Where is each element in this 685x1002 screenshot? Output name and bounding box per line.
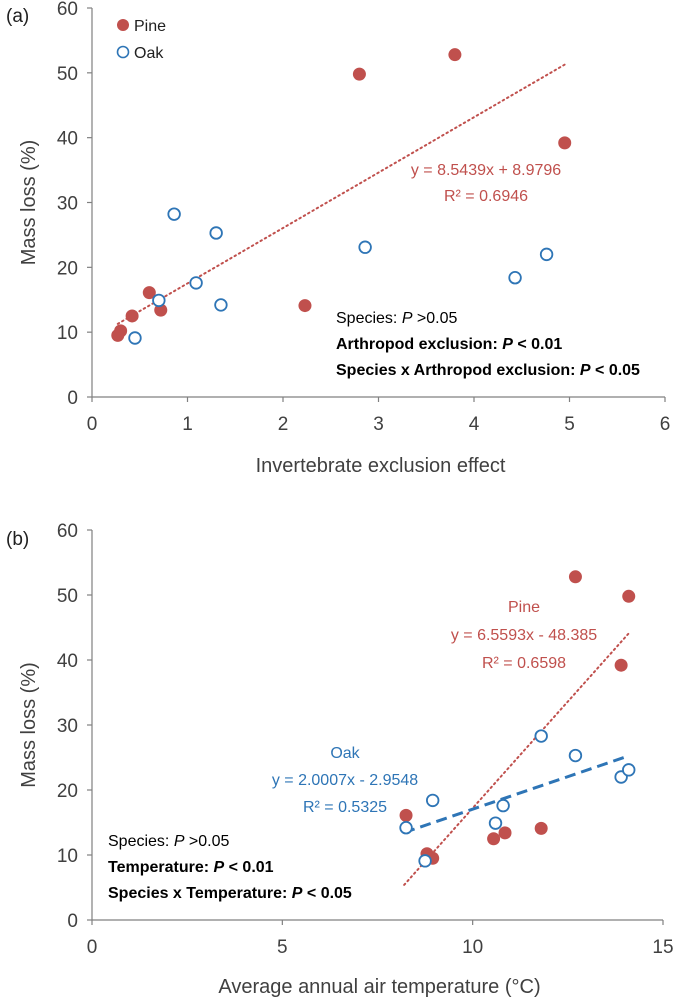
legend-marker-pine <box>117 19 129 31</box>
data-point-oak <box>167 207 181 221</box>
data-point-oak <box>418 854 432 868</box>
y-tick-label: 40 <box>57 651 78 672</box>
stats-annotation: Species: P >0.05 <box>108 833 230 850</box>
trendline-label-oak: Oak <box>330 745 360 762</box>
data-point-oak <box>568 748 583 763</box>
data-point-pine <box>498 826 512 840</box>
data-point-oak <box>189 276 203 290</box>
stats-annotation: Arthropod exclusion: P < 0.01 <box>336 336 562 353</box>
data-point-oak <box>488 816 503 830</box>
x-tick-label: 6 <box>660 414 671 435</box>
y-tick-label: 50 <box>57 586 78 607</box>
stats-annotation: Species: P >0.05 <box>336 310 458 327</box>
data-point-pine <box>298 299 312 313</box>
x-axis-label: Average annual air temperature (°C) <box>218 976 540 998</box>
x-tick-label: 2 <box>278 414 289 435</box>
data-point-pine <box>142 286 156 300</box>
x-tick-label: 1 <box>182 414 193 435</box>
legend-label-oak: Oak <box>134 45 164 62</box>
x-tick-label: 10 <box>462 937 483 958</box>
y-tick-label: 10 <box>57 323 78 344</box>
chart-panel-b: (b) 0 10 20 30 40 50 60 0 5 10 15 Average annual ai… <box>6 521 674 998</box>
x-tick-label: 3 <box>373 414 384 435</box>
data-point-oak <box>539 247 554 262</box>
legend-marker-oak <box>116 45 130 59</box>
x-tick-label: 5 <box>564 414 575 435</box>
x-tick-label: 15 <box>652 937 673 958</box>
trendline-label-pine: y = 8.5439x + 8.9796 <box>411 162 561 179</box>
data-point-pine <box>399 808 413 822</box>
y-tick-label: 60 <box>57 521 78 542</box>
data-point-pine <box>568 570 582 584</box>
data-point-oak <box>508 271 522 285</box>
data-point-oak <box>622 763 636 777</box>
data-point-pine <box>558 136 572 150</box>
data-point-oak <box>358 240 372 254</box>
y-tick-label: 20 <box>57 781 78 802</box>
data-point-pine <box>487 832 501 846</box>
y-tick-label: 30 <box>57 194 78 215</box>
data-point-oak <box>128 331 142 345</box>
y-axis-label: Mass loss (%) <box>18 662 40 788</box>
panel-label-a: (a) <box>6 6 29 27</box>
stats-annotation: Species x Arthropod exclusion: P < 0.05 <box>336 362 640 379</box>
stats-annotation: Species x Temperature: P < 0.05 <box>108 885 352 902</box>
trendline-label-oak: y = 2.0007x - 2.9548 <box>272 772 418 789</box>
stats-annotation: Temperature: P < 0.01 <box>108 859 274 876</box>
data-point-oak <box>209 226 223 240</box>
trendline-label-pine: y = 6.5593x - 48.385 <box>451 627 597 644</box>
data-point-pine <box>614 658 628 672</box>
data-point-oak <box>534 729 548 743</box>
trendline-oak <box>403 754 630 834</box>
y-tick-label: 0 <box>67 911 78 932</box>
data-point-oak <box>214 298 228 312</box>
x-tick-label: 4 <box>469 414 480 435</box>
trendline-label-pine: R² = 0.6598 <box>482 655 566 672</box>
y-tick-label: 10 <box>57 846 78 867</box>
y-tick-label: 60 <box>57 0 78 20</box>
y-axis-label: Mass loss (%) <box>18 140 40 266</box>
y-tick-label: 50 <box>57 64 78 85</box>
x-tick-label: 0 <box>87 414 98 435</box>
y-tick-label: 0 <box>67 388 78 409</box>
data-point-pine <box>114 324 128 338</box>
x-tick-label: 0 <box>87 937 98 958</box>
chart-panel-a: (a) Pine Oak 0 10 20 30 40 50 60 0 1 2 3 4 5 6 Inverte… <box>6 0 670 477</box>
data-point-oak <box>399 821 413 835</box>
legend: Pine Oak <box>116 18 166 62</box>
trendline-label-pine: R² = 0.6946 <box>444 188 528 205</box>
data-point-pine <box>622 589 636 603</box>
data-point-pine <box>352 67 366 81</box>
y-tick-label: 40 <box>57 129 78 150</box>
trendline-label-oak: R² = 0.5325 <box>303 799 387 816</box>
data-point-pine <box>125 309 139 323</box>
trendline-pine <box>403 632 630 886</box>
trendline-label-pine: Pine <box>508 599 540 616</box>
data-point-pine <box>534 821 548 835</box>
data-point-oak <box>152 293 166 308</box>
data-point-oak <box>496 798 510 813</box>
x-tick-label: 5 <box>277 937 288 958</box>
panel-label-b: (b) <box>6 529 29 550</box>
x-axis-label: Invertebrate exclusion effect <box>256 455 506 477</box>
y-tick-label: 30 <box>57 716 78 737</box>
legend-label-pine: Pine <box>134 18 166 35</box>
y-tick-label: 20 <box>57 258 78 279</box>
data-point-pine <box>448 48 462 62</box>
data-point-oak <box>425 793 440 808</box>
